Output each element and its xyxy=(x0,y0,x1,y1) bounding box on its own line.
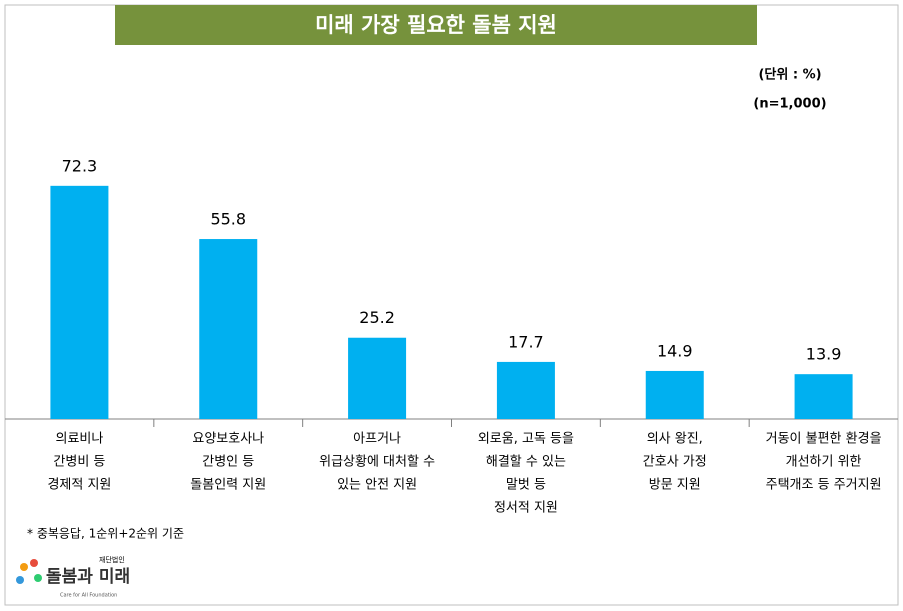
x-tick-label: 의사 왕진, xyxy=(647,432,703,447)
value-label: 17.7 xyxy=(508,332,544,351)
sample-label: (n=1,000) xyxy=(753,97,826,112)
bar xyxy=(496,361,555,419)
x-tick-label: 돌봄인력 지원 xyxy=(190,478,266,493)
x-tick-label: 정서적 지원 xyxy=(494,501,558,516)
frame xyxy=(4,4,899,606)
footnote: * 중복응답, 1순위+2순위 기준 xyxy=(27,527,184,541)
x-tick-label: 개선하기 위한 xyxy=(786,455,862,470)
x-tick-label: 방문 지원 xyxy=(649,478,701,493)
bar xyxy=(794,374,853,419)
x-tick-label: 의료비나 xyxy=(55,432,103,447)
unit-label: (단위 : %) xyxy=(758,67,821,83)
logo-org: 재단법인 xyxy=(99,555,125,564)
value-label: 14.9 xyxy=(657,341,693,360)
x-tick-label: 간병인 등 xyxy=(202,455,254,470)
value-label: 72.3 xyxy=(62,156,98,175)
logo-english: Care for All Foundation xyxy=(60,593,117,599)
value-label: 25.2 xyxy=(359,308,395,327)
logo-dot xyxy=(34,574,42,582)
x-tick-label: 위급상황에 대처할 수 xyxy=(319,455,435,470)
value-label: 55.8 xyxy=(210,210,246,229)
bar xyxy=(348,337,407,419)
x-tick-label: 아프거나 xyxy=(353,432,401,447)
x-tick-label: 주택개조 등 주거지원 xyxy=(766,478,882,493)
x-tick-label: 경제적 지원 xyxy=(47,478,111,493)
logo-dot xyxy=(16,576,24,584)
x-tick-label: 외로움, 고독 등을 xyxy=(478,432,574,447)
x-tick-label: 말벗 등 xyxy=(506,478,546,493)
x-tick-label: 해결할 수 있는 xyxy=(486,455,566,470)
x-tick-label: 간호사 가정 xyxy=(643,455,707,470)
x-tick-label: 간병비 등 xyxy=(53,455,105,470)
value-label: 13.9 xyxy=(806,345,842,364)
x-tick-label: 있는 안전 지원 xyxy=(337,478,417,493)
logo-dot xyxy=(30,559,38,567)
chart-title: 미래 가장 필요한 돌봄 지원 xyxy=(315,13,557,37)
logo-name: 돌봄과 미래 xyxy=(46,567,130,587)
bar xyxy=(50,185,109,419)
logo: 재단법인 돌봄과 미래 Care for All Foundation xyxy=(16,555,130,599)
bar xyxy=(199,239,258,419)
bar xyxy=(645,370,704,419)
logo-dot xyxy=(20,563,28,571)
x-tick-label: 요양보호사나 xyxy=(192,432,264,447)
x-tick-label: 거동이 불편한 환경을 xyxy=(766,432,882,447)
title-box xyxy=(115,5,757,45)
